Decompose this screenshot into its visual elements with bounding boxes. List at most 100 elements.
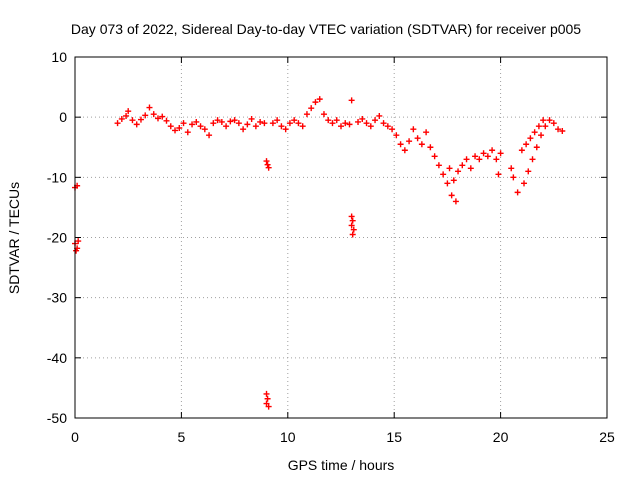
data-point	[380, 120, 387, 127]
data-point	[227, 118, 234, 125]
data-point	[167, 123, 174, 130]
data-point	[410, 126, 417, 133]
data-point	[533, 144, 540, 151]
data-point	[137, 116, 144, 123]
data-point	[206, 132, 213, 139]
data-point	[446, 165, 453, 172]
data-point	[218, 118, 225, 125]
data-point	[389, 126, 396, 133]
x-tick-label: 20	[493, 429, 509, 445]
data-point	[346, 121, 353, 128]
y-tick-label: 0	[59, 109, 67, 125]
data-point	[355, 118, 362, 125]
data-point	[316, 96, 323, 103]
data-point	[440, 171, 447, 178]
x-tick-label: 15	[386, 429, 402, 445]
data-point	[546, 117, 553, 124]
data-point	[450, 177, 457, 184]
data-point	[521, 180, 528, 187]
data-point	[550, 120, 557, 127]
data-point	[231, 117, 238, 124]
data-point	[559, 128, 566, 135]
data-point	[264, 161, 271, 168]
data-point	[397, 141, 404, 148]
data-point	[427, 144, 434, 151]
plot-frame	[74, 56, 608, 419]
data-point	[257, 118, 264, 125]
data-point	[480, 150, 487, 157]
data-point	[349, 231, 356, 238]
data-point	[123, 112, 130, 119]
data-point	[263, 400, 270, 407]
data-point	[348, 97, 355, 104]
data-point	[523, 141, 530, 148]
data-point	[508, 165, 515, 172]
x-tick-label: 5	[178, 429, 186, 445]
data-point	[154, 115, 161, 122]
data-point	[312, 99, 319, 106]
data-point	[542, 123, 549, 130]
y-tick-label: -20	[47, 230, 67, 246]
data-point	[350, 226, 357, 233]
data-point	[325, 117, 332, 124]
y-axis-label: SDTVAR / TECUs	[6, 182, 22, 294]
data-point	[493, 156, 500, 163]
data-point	[163, 117, 170, 124]
data-point	[359, 115, 366, 122]
data-point	[406, 138, 413, 145]
data-point	[535, 123, 542, 130]
data-point	[376, 112, 383, 119]
data-point	[197, 123, 204, 130]
data-point	[299, 123, 306, 130]
data-point	[527, 135, 534, 142]
x-tick-label: 25	[599, 429, 615, 445]
data-point	[265, 403, 272, 410]
data-point	[393, 132, 400, 139]
data-point	[329, 120, 336, 127]
data-point	[291, 117, 298, 124]
data-point	[472, 153, 479, 160]
data-point	[303, 111, 310, 118]
data-point	[150, 111, 157, 118]
data-point	[193, 118, 200, 125]
data-point	[384, 123, 391, 130]
x-tick-label: 0	[71, 429, 79, 445]
y-tick-label: 10	[51, 49, 67, 65]
data-point	[555, 126, 562, 133]
data-point	[510, 174, 517, 181]
data-point	[142, 112, 149, 119]
data-point	[338, 123, 344, 130]
grid-lines	[75, 57, 607, 418]
data-point	[414, 135, 421, 142]
data-point	[349, 217, 356, 224]
data-point	[372, 117, 379, 124]
y-tick-label: -50	[47, 410, 67, 426]
data-point	[274, 117, 281, 124]
data-point	[73, 247, 80, 254]
data-point	[540, 117, 547, 124]
data-point	[308, 105, 315, 112]
data-point	[263, 158, 270, 165]
data-point	[133, 121, 140, 128]
data-point	[295, 120, 302, 127]
data-point	[418, 141, 425, 148]
y-tick-label: -40	[47, 350, 67, 366]
data-point	[269, 120, 276, 127]
data-point	[252, 123, 259, 130]
data-point	[431, 153, 438, 160]
data-point	[333, 117, 340, 124]
y-tick-label: -10	[47, 169, 67, 185]
data-point	[467, 165, 474, 172]
data-point	[463, 156, 470, 163]
data-point	[495, 171, 502, 178]
data-point	[114, 120, 121, 127]
data-point	[348, 213, 355, 220]
data-point	[223, 123, 230, 130]
data-point	[210, 120, 217, 127]
data-point	[497, 150, 504, 157]
data-point	[348, 222, 355, 229]
data-point	[201, 126, 208, 133]
data-point	[401, 147, 408, 154]
data-point	[529, 156, 536, 163]
